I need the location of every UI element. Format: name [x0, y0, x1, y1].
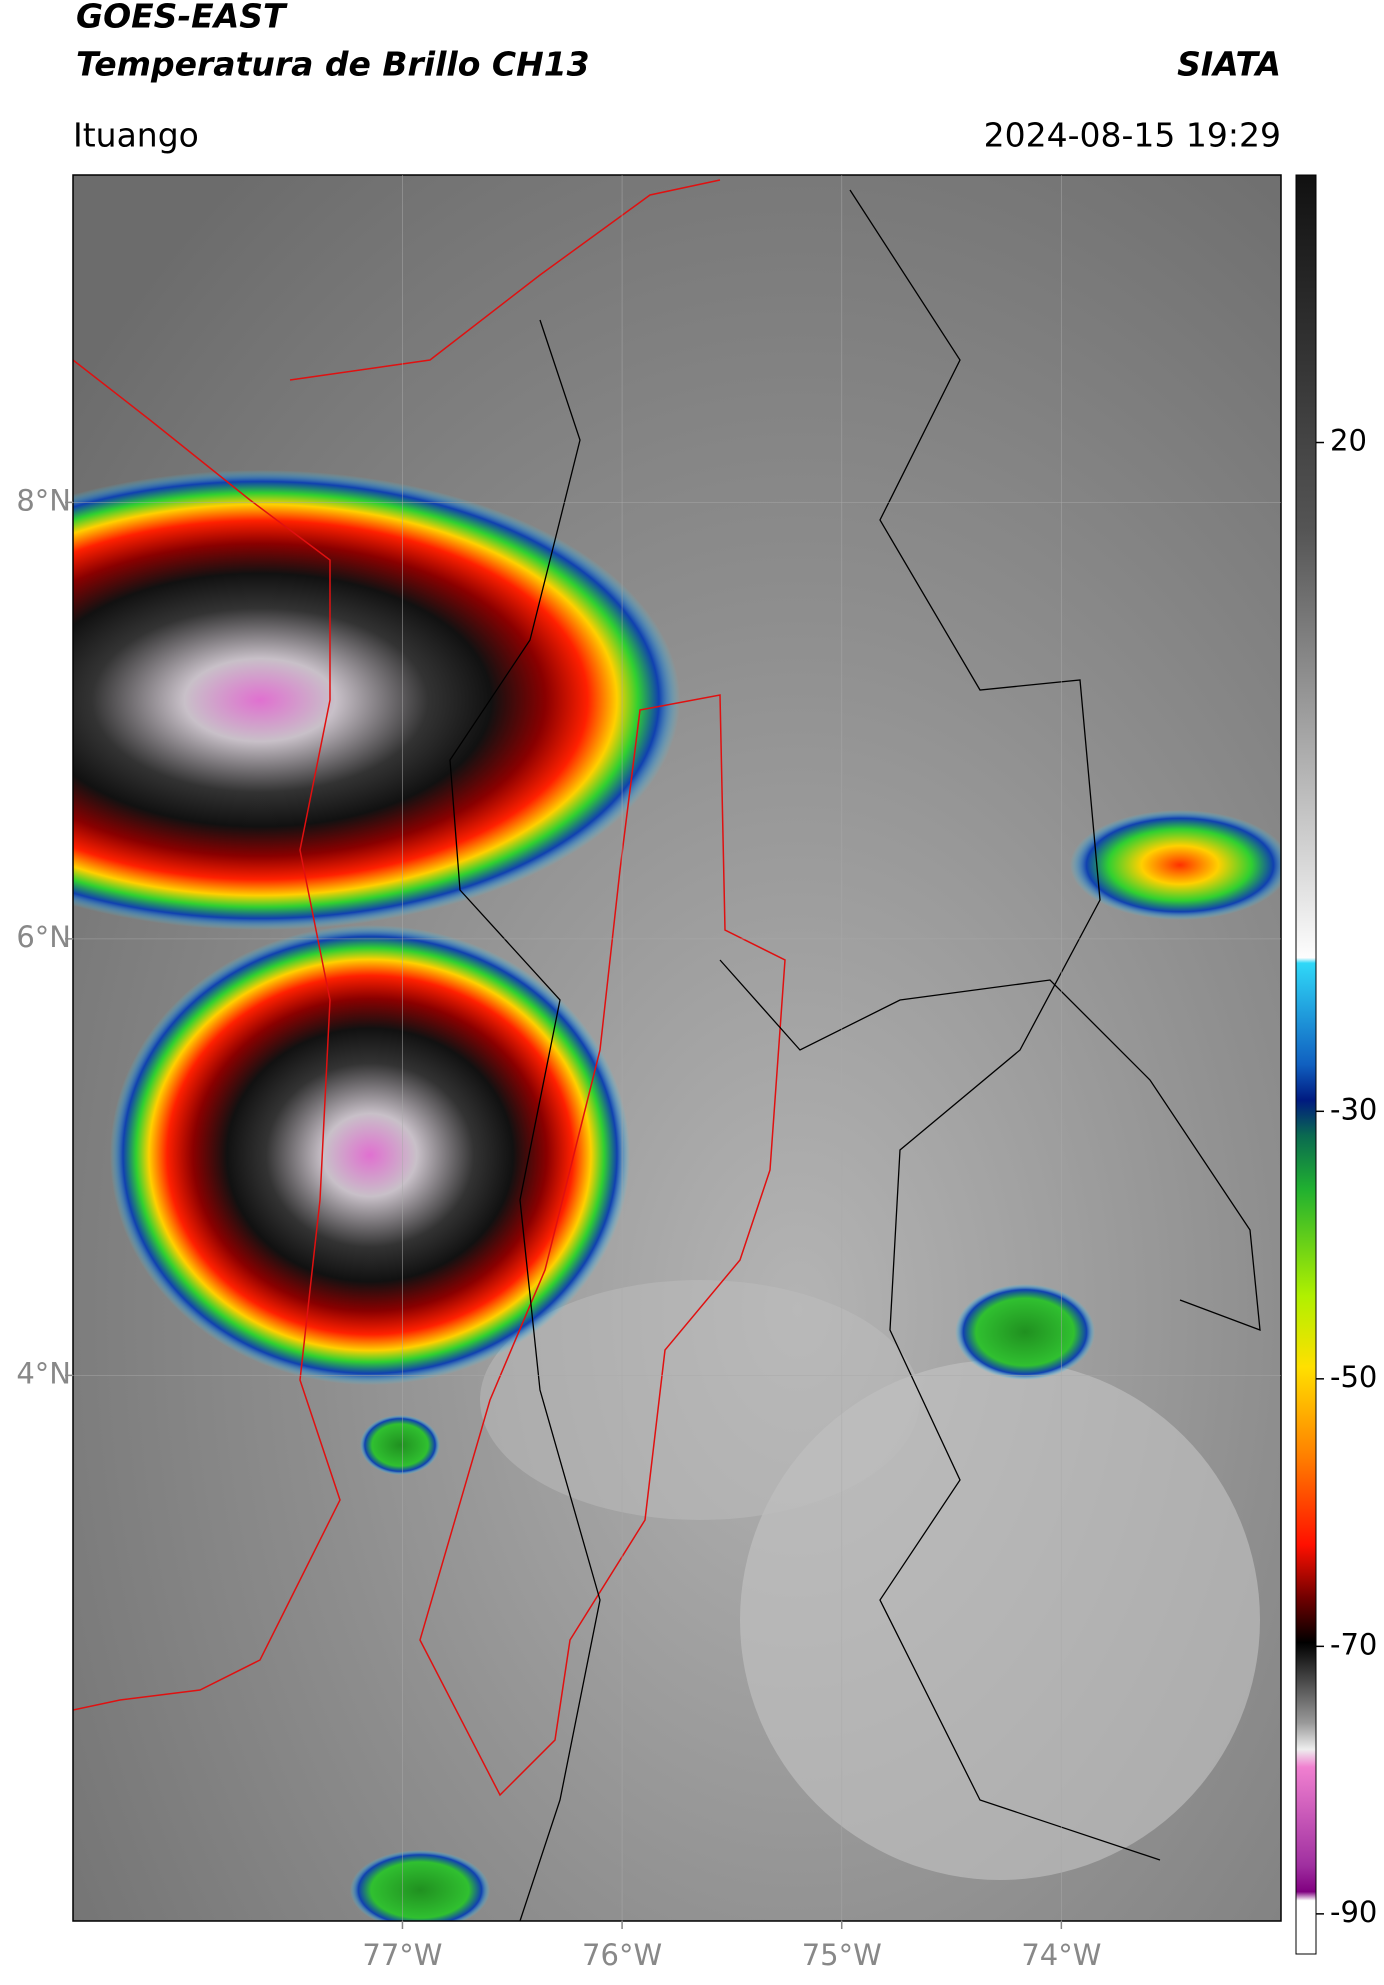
- colorbar-tick-label: 20: [1330, 424, 1367, 458]
- title: GOES-EAST: [76, 0, 288, 36]
- axes: 8°N 6°N 4°N 77°W 76°W 75°W 74°W 20 -30 -50 -70 -90: [16, 175, 1377, 1972]
- storm: [955, 1284, 1095, 1380]
- lon-tick-label: 75°W: [802, 1938, 882, 1972]
- lat-tick-label: 6°N: [16, 920, 71, 954]
- timestamp: 2024-08-15 19:29: [984, 116, 1281, 155]
- subtitle: Temperatura de Brillo CH13: [76, 45, 590, 84]
- location: Ituango: [73, 116, 199, 155]
- lon-tick-label: 74°W: [1021, 1938, 1101, 1972]
- map: [73, 175, 1281, 1921]
- cloud: [480, 1280, 920, 1520]
- storm: [110, 925, 630, 1385]
- border: [849, 189, 1161, 1861]
- source: SIATA: [1177, 45, 1281, 84]
- storm: [73, 470, 680, 930]
- storm: [350, 1850, 490, 1921]
- colorbar-tick-label: -90: [1330, 1895, 1377, 1929]
- colorbar-tick-label: -50: [1330, 1360, 1377, 1394]
- lon-tick-label: 76°W: [582, 1938, 662, 1972]
- colorbar-tick-label: -70: [1330, 1627, 1377, 1661]
- lon-tick-label: 77°W: [362, 1938, 442, 1972]
- storm: [360, 1415, 440, 1475]
- map-frame: [72, 174, 1282, 1922]
- border: [449, 319, 601, 1921]
- coastline: [73, 359, 341, 1711]
- cloud: [740, 1360, 1260, 1880]
- region-outline: [419, 694, 786, 1797]
- colorbar-tick-label: -30: [1330, 1092, 1377, 1126]
- storm: [1070, 810, 1281, 920]
- colorbar: [1295, 174, 1317, 1955]
- border: [719, 959, 1261, 1331]
- lat-tick-label: 8°N: [16, 483, 71, 517]
- lat-tick-label: 4°N: [16, 1356, 71, 1390]
- coastline: [289, 179, 721, 381]
